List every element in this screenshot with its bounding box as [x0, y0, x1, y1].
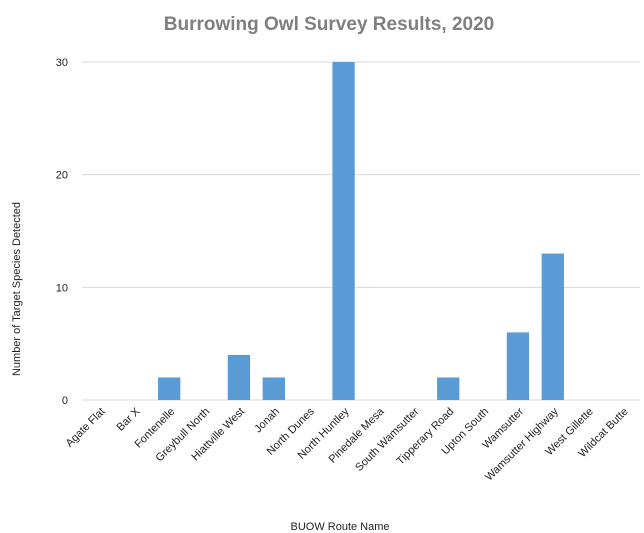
bar: [437, 377, 460, 400]
y-tick-label: 20: [56, 170, 68, 182]
bars: [158, 62, 564, 400]
bar: [541, 253, 564, 400]
x-tick-label: Bar X: [114, 405, 142, 433]
x-tick-label: South Wamsutter: [353, 405, 422, 474]
bar: [506, 332, 530, 400]
y-tick-label: 30: [56, 57, 68, 69]
y-tick-label: 10: [56, 282, 68, 294]
bar: [227, 354, 251, 400]
bar: [262, 377, 285, 400]
x-tick-label: Agate Flat: [64, 406, 108, 450]
chart-title: Burrowing Owl Survey Results, 2020: [164, 14, 495, 35]
y-tick-label: 0: [62, 395, 68, 407]
y-tick-labels: 0 10 20 30: [56, 57, 68, 407]
bar: [332, 62, 355, 400]
bar: [158, 377, 181, 400]
x-axis-label: BUOW Route Name: [290, 521, 389, 533]
y-axis-label: Number of Target Species Detected: [11, 202, 23, 376]
x-tick-label: Jonah: [252, 406, 282, 436]
